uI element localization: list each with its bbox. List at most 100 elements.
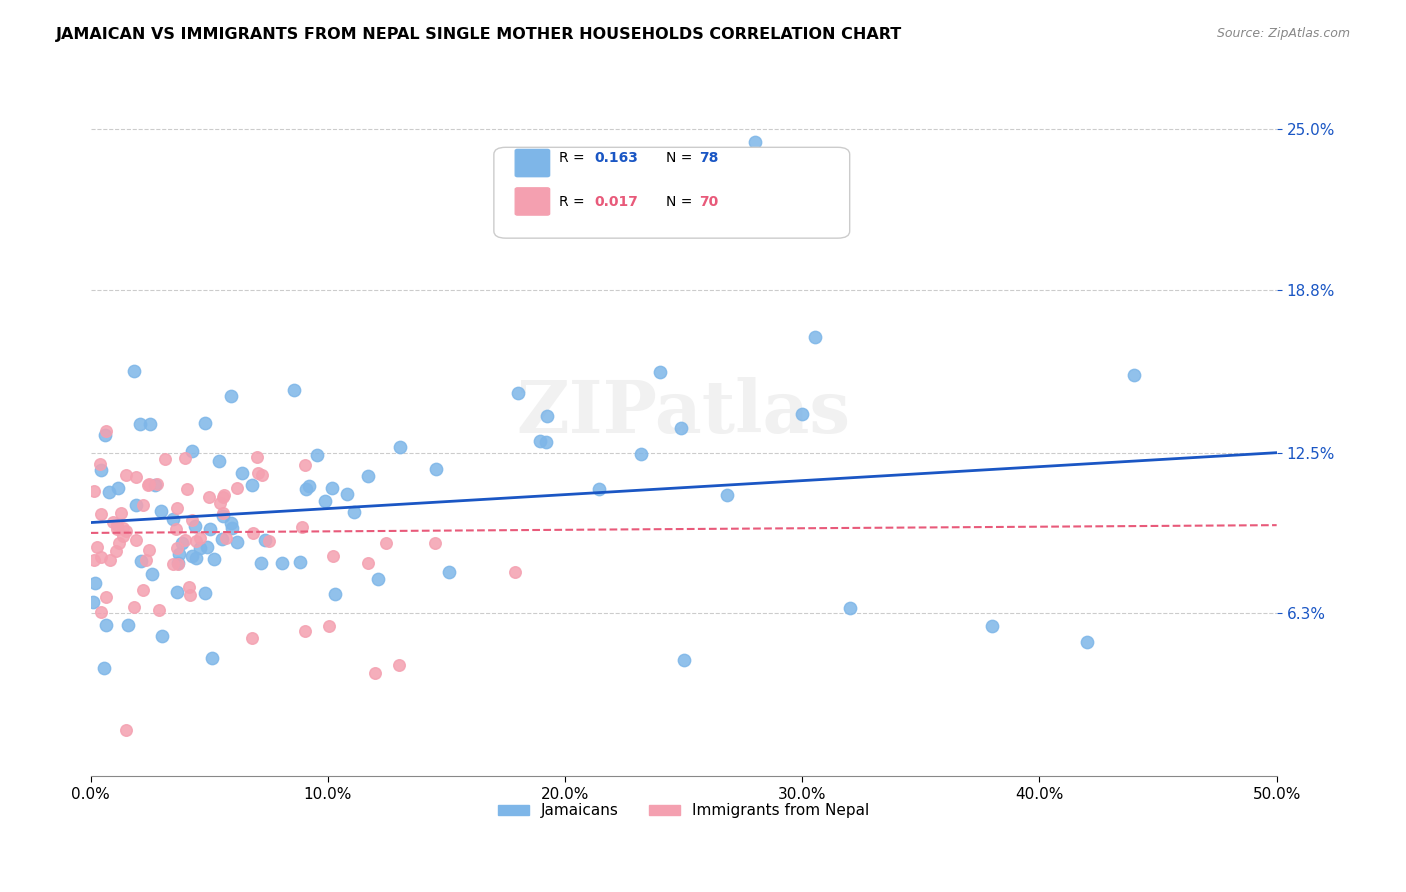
Point bbox=[82, 595, 104, 609]
Point bbox=[86, 541, 108, 555]
Point bbox=[374, 536, 396, 550]
Point bbox=[139, 417, 162, 432]
Point bbox=[83, 484, 105, 499]
Point bbox=[257, 533, 280, 548]
Point bbox=[125, 533, 148, 548]
Point bbox=[101, 515, 124, 529]
Point bbox=[125, 470, 148, 484]
Point bbox=[143, 478, 166, 492]
Text: 0.163: 0.163 bbox=[595, 151, 638, 165]
Point bbox=[167, 556, 190, 570]
Point bbox=[357, 556, 380, 570]
Point bbox=[129, 417, 152, 431]
Point bbox=[179, 580, 201, 594]
Text: Source: ZipAtlas.com: Source: ZipAtlas.com bbox=[1216, 27, 1350, 40]
Point bbox=[588, 482, 610, 496]
Point bbox=[138, 477, 160, 491]
Point bbox=[294, 458, 316, 472]
Point bbox=[165, 522, 187, 536]
Point bbox=[343, 505, 366, 519]
Point bbox=[188, 541, 211, 556]
Point bbox=[131, 553, 153, 567]
Point bbox=[153, 452, 176, 467]
Point bbox=[246, 450, 269, 464]
Point bbox=[94, 424, 117, 438]
Point bbox=[321, 481, 343, 495]
Point bbox=[536, 409, 558, 424]
Point bbox=[107, 517, 129, 532]
Point bbox=[209, 496, 232, 510]
Point bbox=[388, 657, 411, 672]
Point bbox=[179, 588, 201, 602]
Point bbox=[215, 531, 238, 545]
Point bbox=[367, 573, 389, 587]
Point bbox=[173, 533, 195, 547]
Point bbox=[90, 507, 112, 521]
Point bbox=[176, 483, 198, 497]
Point bbox=[219, 389, 242, 403]
Point bbox=[1123, 368, 1146, 382]
Point bbox=[107, 481, 129, 495]
Point bbox=[716, 488, 738, 502]
Point bbox=[131, 499, 153, 513]
Point bbox=[669, 421, 692, 435]
Point bbox=[200, 522, 222, 536]
Point bbox=[90, 606, 112, 620]
FancyBboxPatch shape bbox=[494, 147, 849, 238]
Text: JAMAICAN VS IMMIGRANTS FROM NEPAL SINGLE MOTHER HOUSEHOLDS CORRELATION CHART: JAMAICAN VS IMMIGRANTS FROM NEPAL SINGLE… bbox=[56, 27, 903, 42]
Point bbox=[529, 434, 551, 448]
Point bbox=[149, 504, 172, 518]
Point bbox=[124, 599, 146, 614]
Point bbox=[208, 454, 231, 468]
Point bbox=[90, 463, 112, 477]
Point bbox=[305, 448, 328, 462]
Point bbox=[297, 479, 319, 493]
Point bbox=[294, 624, 316, 638]
Point bbox=[112, 529, 135, 543]
Point bbox=[804, 330, 827, 344]
Point bbox=[188, 531, 211, 545]
Text: N =: N = bbox=[666, 194, 696, 209]
Point bbox=[437, 565, 460, 579]
Point bbox=[534, 434, 557, 449]
Point bbox=[89, 457, 111, 471]
Point bbox=[838, 601, 860, 615]
Point bbox=[194, 586, 217, 600]
Point bbox=[125, 498, 148, 512]
Point bbox=[322, 549, 344, 563]
Point bbox=[792, 407, 814, 421]
Point bbox=[201, 650, 224, 665]
Text: N =: N = bbox=[666, 151, 696, 165]
Point bbox=[184, 551, 207, 566]
Point bbox=[141, 567, 163, 582]
Point bbox=[173, 450, 195, 465]
Text: ZIPatlas: ZIPatlas bbox=[516, 377, 851, 449]
Text: R =: R = bbox=[560, 151, 589, 165]
Point bbox=[648, 365, 671, 379]
FancyBboxPatch shape bbox=[515, 188, 550, 215]
Point bbox=[166, 541, 188, 556]
Point bbox=[290, 555, 312, 569]
Point bbox=[162, 512, 184, 526]
Point bbox=[83, 552, 105, 566]
Point bbox=[250, 557, 273, 571]
Point bbox=[181, 549, 204, 563]
Point bbox=[136, 478, 159, 492]
Point bbox=[197, 490, 219, 504]
Point bbox=[117, 618, 139, 632]
FancyBboxPatch shape bbox=[515, 149, 550, 177]
Point bbox=[336, 487, 359, 501]
Point bbox=[295, 482, 318, 496]
Point bbox=[323, 587, 346, 601]
Point bbox=[291, 520, 314, 534]
Point bbox=[219, 516, 242, 531]
Point bbox=[226, 535, 249, 549]
Point bbox=[110, 506, 132, 520]
Point bbox=[250, 467, 273, 482]
Point bbox=[111, 521, 134, 535]
Point bbox=[506, 386, 529, 401]
Y-axis label: Single Mother Households: Single Mother Households bbox=[0, 326, 7, 527]
Point bbox=[212, 490, 235, 504]
Point bbox=[184, 518, 207, 533]
Text: 78: 78 bbox=[699, 151, 718, 165]
